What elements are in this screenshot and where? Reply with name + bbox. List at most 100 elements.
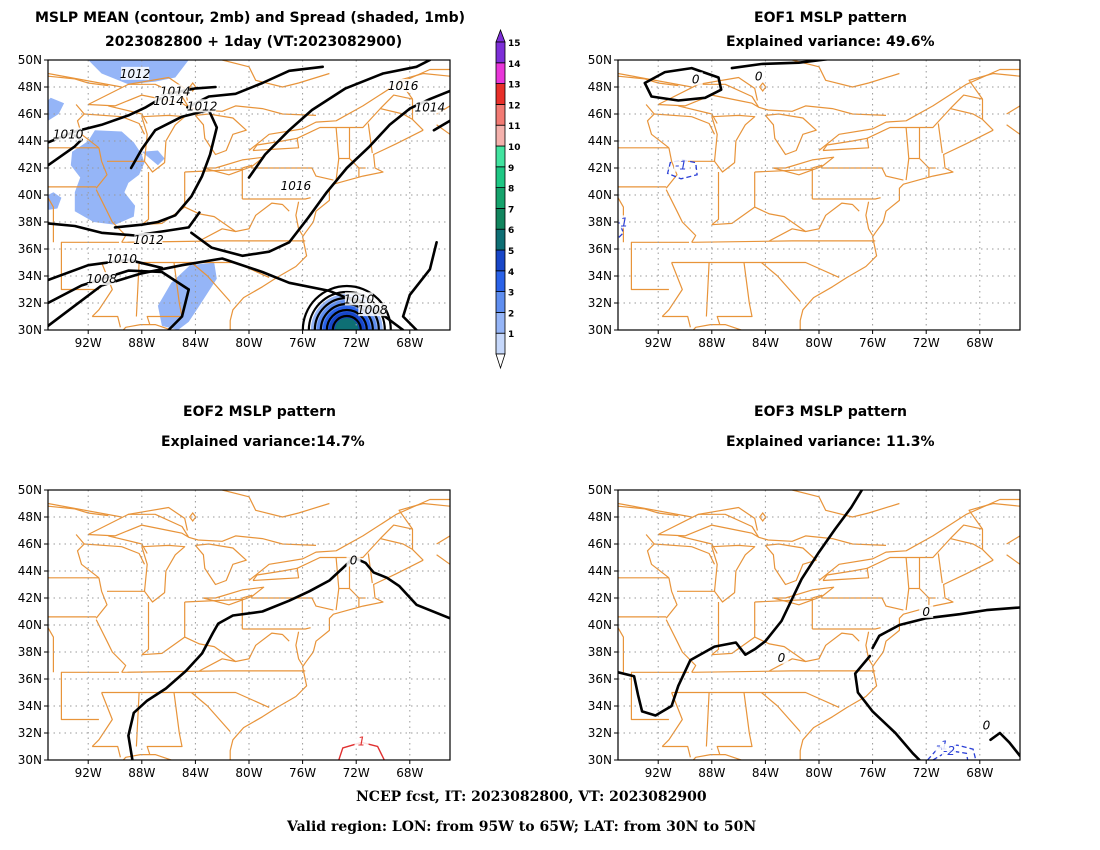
contour-label-bg — [673, 158, 688, 172]
contour-line-7 — [247, 60, 432, 179]
lat-label: 38N — [588, 215, 612, 229]
lat-label: 46N — [18, 107, 42, 121]
colorbar-label: 14 — [508, 60, 521, 70]
lat-label: 48N — [18, 80, 42, 94]
colorbar-box — [495, 145, 506, 168]
map-boundary-42 — [792, 60, 900, 88]
contour-line-12 — [401, 241, 438, 330]
lon-label: 84W — [182, 336, 209, 350]
lat-label: 34N — [18, 699, 42, 713]
contour-label: 1010 — [106, 252, 137, 266]
contour-label-bg — [121, 66, 150, 80]
map-boundary-2 — [764, 113, 817, 156]
map-boundary-19 — [812, 197, 881, 200]
lat-label: 46N — [588, 537, 612, 551]
lat-label: 50N — [18, 483, 42, 497]
contour-line-6 — [190, 89, 450, 258]
colorbar-label: 7 — [508, 205, 514, 215]
map-boundary-3 — [773, 586, 835, 606]
map-boundary-18 — [242, 594, 334, 611]
map-boundary-9 — [865, 631, 874, 666]
lat-label: 42N — [18, 591, 42, 605]
contour-label: -1 — [675, 159, 687, 173]
map-boundary-8 — [692, 754, 763, 760]
colorbar-label: 8 — [508, 185, 514, 195]
colorbar-top-arrow — [495, 28, 506, 43]
lat-label: 36N — [588, 242, 612, 256]
map-boundary-34 — [335, 127, 340, 181]
lat-label: 32N — [18, 296, 42, 310]
map-content-1: 0 0 -1 -1 — [618, 60, 1020, 330]
map-boundary-44 — [950, 538, 983, 550]
colorbar-label: 13 — [508, 81, 521, 91]
contour-label: 1012 — [133, 233, 164, 247]
map-boundary-6 — [866, 94, 994, 139]
map-boundary-34 — [905, 557, 910, 611]
low-contour-ring-5 — [331, 314, 362, 330]
map-boundary-29 — [95, 619, 127, 673]
map-boundary-0 — [657, 513, 760, 538]
map-boundary-26 — [618, 627, 624, 673]
map-boundary-28 — [661, 262, 683, 317]
map-boundary-14 — [141, 172, 150, 226]
lat-label: 30N — [588, 753, 612, 767]
contour-label-bg — [87, 272, 116, 286]
map-boundary-36 — [918, 557, 930, 608]
footer-forecast-info: NCEP fcst, IT: 2023082800, VT: 202308290… — [356, 789, 707, 805]
map-boundary-37 — [367, 123, 373, 154]
map-boundary-2 — [194, 113, 247, 156]
colorbar-bottom-arrow — [495, 353, 506, 370]
lat-label: 32N — [588, 296, 612, 310]
contour-label: 1016 — [388, 79, 419, 93]
map-boundary-40 — [188, 535, 317, 546]
map-boundary-46 — [1006, 554, 1020, 565]
footer-valid-region: Valid region: LON: from 95W to 65W; LAT:… — [287, 819, 757, 835]
colorbar-label: 3 — [508, 289, 514, 299]
map-boundary-19 — [242, 197, 311, 200]
map-boundary-1 — [711, 114, 756, 173]
lat-label: 40N — [588, 618, 612, 632]
map-boundary-18 — [812, 164, 904, 181]
map-boundary-3 — [773, 156, 835, 176]
map-boundary-23 — [146, 692, 183, 755]
contour-line-11 — [432, 119, 450, 132]
map-boundary-47 — [436, 535, 450, 545]
map-boundary-27 — [92, 745, 121, 758]
eof2-title-2: Explained variance:14.7% — [161, 434, 365, 450]
contour-label: 1010 — [53, 128, 84, 142]
lon-label: 76W — [289, 336, 316, 350]
contour-label: 0 — [692, 72, 700, 86]
map-boundary-21 — [671, 261, 840, 278]
lon-label: 72W — [913, 766, 940, 780]
map-boundary-45 — [968, 502, 1020, 530]
map-boundary-21 — [671, 691, 840, 708]
map-boundary-37 — [937, 553, 943, 584]
colorbar-box — [495, 291, 506, 313]
map-boundary-41 — [698, 506, 758, 531]
map-boundary-40 — [758, 105, 887, 116]
contour-label: 1014 — [415, 101, 446, 115]
map-boundary-23 — [716, 692, 753, 755]
map-boundary-5 — [618, 72, 692, 88]
contour-label-bg — [618, 215, 630, 229]
map-boundary-43 — [618, 505, 679, 517]
eof2-title-1: EOF2 MSLP pattern — [183, 404, 336, 420]
low-contour-ring-0 — [301, 284, 392, 330]
colorbar-label: 4 — [508, 268, 514, 278]
contour-label-bg — [281, 178, 310, 192]
map-boundary-36 — [348, 127, 360, 178]
map-boundary-6 — [296, 94, 424, 139]
colorbar-box — [495, 207, 506, 230]
map-boundary-31 — [199, 228, 236, 242]
map-boundary-27 — [662, 315, 691, 328]
map-boundary-19 — [242, 627, 311, 630]
lat-label: 30N — [18, 323, 42, 337]
spread-shade-1 — [70, 130, 145, 225]
lat-label: 44N — [18, 134, 42, 148]
colorbar-label: 6 — [508, 226, 514, 236]
map-boundary-8 — [692, 324, 763, 330]
map-boundary-0 — [657, 83, 760, 108]
map-boundary-43 — [48, 75, 109, 87]
